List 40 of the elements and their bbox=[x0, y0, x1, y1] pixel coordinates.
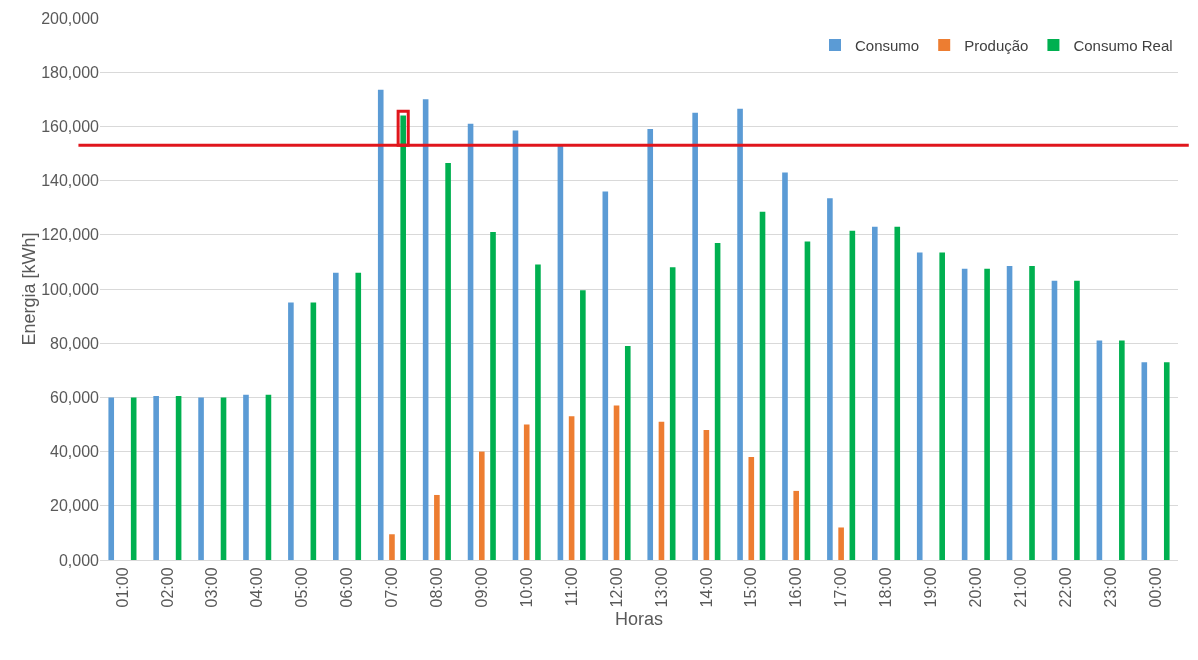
x-tick-label: 18:00 bbox=[877, 567, 895, 608]
y-tick-label: 180,000 bbox=[41, 63, 100, 81]
x-tick-label: 23:00 bbox=[1101, 567, 1119, 608]
y-tick-label: 40,000 bbox=[50, 443, 100, 461]
x-tick-label: 03:00 bbox=[203, 567, 221, 608]
x-tick-label: 06:00 bbox=[338, 567, 356, 608]
x-tick-label: 21:00 bbox=[1011, 567, 1029, 608]
y-tick-label: 140,000 bbox=[41, 172, 100, 190]
x-tick-label: 02:00 bbox=[158, 567, 176, 608]
x-tick-label: 14:00 bbox=[697, 567, 715, 608]
x-tick-label: 11:00 bbox=[562, 567, 580, 607]
x-axis-title: Horas bbox=[614, 609, 664, 630]
x-tick-label: 04:00 bbox=[248, 567, 266, 608]
y-tick-label: 200,000 bbox=[41, 9, 100, 27]
y-tick-label: 60,000 bbox=[50, 389, 100, 406]
x-tick-label: 09:00 bbox=[472, 567, 490, 608]
y-axis-title: Energia [kWh] bbox=[19, 232, 40, 346]
y-tick-label: 120,000 bbox=[41, 226, 100, 244]
legend-label: Consumo Real bbox=[1073, 36, 1173, 54]
y-tick-label: 100,000 bbox=[41, 280, 100, 298]
x-tick-label: 07:00 bbox=[383, 567, 401, 608]
x-tick-label: 10:00 bbox=[517, 567, 535, 608]
y-tick-label: 0,000 bbox=[58, 551, 100, 569]
x-tick-label: 00:00 bbox=[1146, 567, 1164, 608]
x-tick-label: 20:00 bbox=[967, 567, 985, 608]
x-tick-label: 01:00 bbox=[113, 567, 131, 608]
y-tick-label: 160,000 bbox=[41, 118, 100, 135]
x-tick-label: 17:00 bbox=[832, 567, 850, 608]
y-tick-label: 80,000 bbox=[50, 334, 100, 352]
legend-label: Consumo bbox=[855, 36, 920, 54]
legend-label: Produção bbox=[964, 36, 1029, 54]
x-tick-label: 12:00 bbox=[607, 567, 625, 608]
x-tick-label: 13:00 bbox=[652, 567, 670, 608]
x-tick-label: 19:00 bbox=[922, 567, 940, 608]
x-tick-label: 08:00 bbox=[428, 567, 446, 608]
y-tick-label: 20,000 bbox=[50, 497, 100, 515]
x-tick-label: 15:00 bbox=[742, 567, 760, 608]
x-tick-label: 16:00 bbox=[787, 567, 805, 608]
x-tick-label: 05:00 bbox=[293, 567, 311, 608]
x-tick-label: 22:00 bbox=[1056, 567, 1074, 608]
